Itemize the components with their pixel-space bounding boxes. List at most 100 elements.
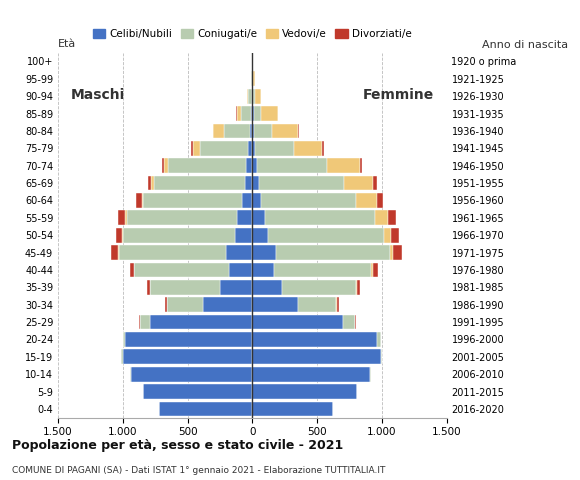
- Bar: [165, 297, 166, 312]
- Bar: [136, 193, 142, 208]
- Text: Femmine: Femmine: [362, 88, 434, 102]
- Bar: [343, 176, 374, 191]
- Bar: [162, 158, 164, 173]
- Bar: [252, 263, 274, 277]
- Bar: [154, 176, 245, 191]
- Bar: [168, 158, 246, 173]
- Bar: [252, 123, 254, 138]
- Bar: [259, 176, 343, 191]
- Bar: [150, 280, 220, 295]
- Text: Maschi: Maschi: [71, 88, 125, 102]
- Bar: [322, 141, 324, 156]
- Bar: [143, 384, 252, 399]
- Bar: [370, 367, 371, 382]
- Bar: [147, 280, 150, 295]
- Bar: [252, 106, 253, 121]
- Bar: [111, 245, 118, 260]
- Bar: [389, 210, 396, 225]
- Bar: [371, 263, 374, 277]
- Bar: [252, 228, 268, 242]
- Bar: [130, 367, 252, 382]
- Bar: [151, 176, 154, 191]
- Bar: [191, 141, 193, 156]
- Bar: [255, 141, 293, 156]
- Bar: [126, 210, 237, 225]
- Text: Popolazione per età, sesso e stato civile - 2021: Popolazione per età, sesso e stato civil…: [12, 439, 343, 452]
- Bar: [252, 315, 343, 329]
- Bar: [143, 193, 242, 208]
- Bar: [298, 123, 299, 138]
- Bar: [150, 315, 252, 329]
- Bar: [380, 349, 382, 364]
- Bar: [237, 106, 241, 121]
- Bar: [356, 193, 376, 208]
- Bar: [118, 245, 119, 260]
- Bar: [159, 402, 252, 416]
- Bar: [123, 349, 252, 364]
- Bar: [337, 297, 339, 312]
- Bar: [252, 176, 259, 191]
- Bar: [282, 280, 356, 295]
- Bar: [121, 349, 123, 364]
- Bar: [375, 210, 389, 225]
- Bar: [248, 141, 252, 156]
- Bar: [252, 332, 376, 347]
- Bar: [237, 210, 252, 225]
- Bar: [376, 332, 380, 347]
- Bar: [246, 158, 252, 173]
- Bar: [393, 245, 402, 260]
- Bar: [118, 210, 125, 225]
- Bar: [193, 141, 201, 156]
- Bar: [356, 280, 357, 295]
- Bar: [119, 245, 226, 260]
- Bar: [252, 158, 258, 173]
- Bar: [245, 176, 252, 191]
- Bar: [135, 263, 229, 277]
- Bar: [167, 297, 203, 312]
- Bar: [252, 72, 253, 86]
- Bar: [252, 280, 282, 295]
- Text: Età: Età: [58, 39, 76, 49]
- Bar: [229, 263, 252, 277]
- Bar: [130, 367, 131, 382]
- Bar: [252, 245, 276, 260]
- Bar: [251, 106, 252, 121]
- Bar: [374, 263, 378, 277]
- Bar: [125, 332, 252, 347]
- Bar: [254, 123, 273, 138]
- Bar: [220, 280, 252, 295]
- Bar: [253, 106, 262, 121]
- Bar: [250, 123, 252, 138]
- Bar: [142, 193, 143, 208]
- Bar: [376, 193, 383, 208]
- Bar: [248, 89, 252, 104]
- Bar: [385, 228, 391, 242]
- Bar: [123, 228, 235, 242]
- Legend: Celibi/Nubili, Coniugati/e, Vedovi/e, Divorziati/e: Celibi/Nubili, Coniugati/e, Vedovi/e, Di…: [89, 25, 416, 44]
- Bar: [252, 141, 255, 156]
- Bar: [293, 141, 322, 156]
- Bar: [273, 123, 298, 138]
- Bar: [252, 193, 262, 208]
- Bar: [213, 123, 224, 138]
- Bar: [251, 72, 252, 86]
- Bar: [125, 210, 126, 225]
- Bar: [374, 176, 376, 191]
- Bar: [164, 158, 168, 173]
- Bar: [226, 245, 252, 260]
- Bar: [355, 315, 356, 329]
- Bar: [115, 228, 122, 242]
- Bar: [258, 158, 328, 173]
- Bar: [253, 72, 255, 86]
- Bar: [148, 176, 151, 191]
- Bar: [130, 263, 134, 277]
- Bar: [391, 228, 398, 242]
- Bar: [123, 332, 125, 347]
- Bar: [262, 193, 356, 208]
- Bar: [255, 89, 262, 104]
- Bar: [252, 89, 253, 104]
- Bar: [252, 402, 332, 416]
- Bar: [203, 297, 252, 312]
- Bar: [252, 384, 357, 399]
- Bar: [235, 228, 252, 242]
